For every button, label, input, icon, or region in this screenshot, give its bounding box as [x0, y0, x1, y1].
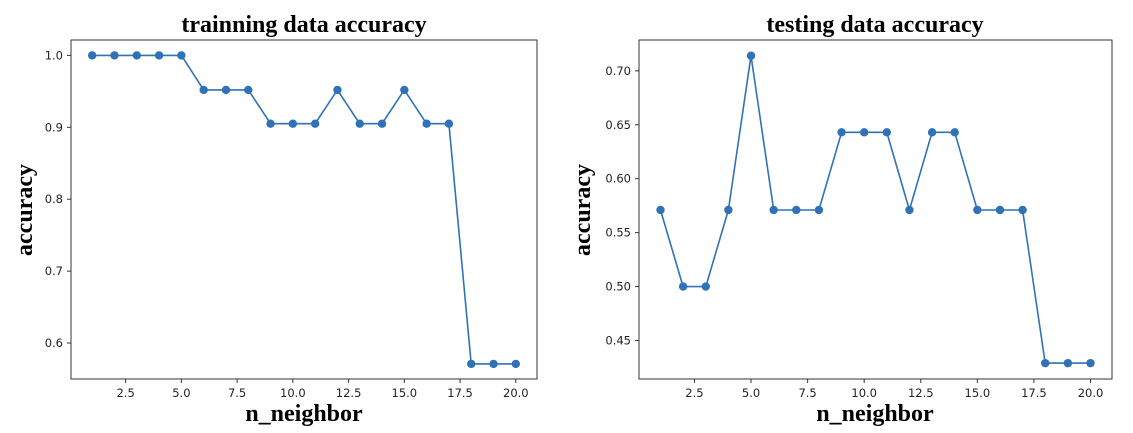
x-tick-label: 17.5: [447, 386, 473, 400]
data-point: [1041, 358, 1050, 368]
y-tick-label: 0.50: [605, 280, 631, 294]
axes-frame: [638, 39, 1113, 380]
x-tick-label: 7.5: [798, 386, 816, 400]
chart-title: testing data accuracy: [766, 12, 983, 38]
data-point: [288, 119, 298, 128]
data-point: [1086, 358, 1095, 368]
x-tick-label: 2.5: [685, 386, 703, 400]
data-point: [1018, 205, 1027, 215]
x-axis-label: n_neighbor: [816, 401, 934, 427]
y-axis-label: accuracy: [570, 164, 596, 256]
x-axis-label: n_neighbor: [245, 401, 363, 427]
training-accuracy-plot: trainning data accuracy n_neighbor accur…: [12, 12, 538, 427]
x-tick-label: 12.5: [336, 386, 362, 400]
data-point: [701, 282, 710, 291]
y-tick-label: 0.55: [605, 226, 631, 240]
series-line: [92, 54, 516, 365]
x-tick-label: 2.5: [116, 386, 134, 400]
y-tick-label: 0.60: [605, 172, 631, 186]
data-point: [995, 205, 1005, 215]
data-point: [511, 359, 521, 369]
y-tick-label: 0.70: [605, 64, 631, 78]
x-tick-label: 20.0: [503, 386, 529, 400]
y-tick-label: 0.8: [45, 192, 63, 206]
data-point: [444, 119, 454, 128]
x-tick-label: 5.0: [742, 386, 760, 400]
data-point: [1063, 358, 1073, 368]
x-tick-label: 12.5: [908, 386, 934, 400]
data-point: [927, 128, 937, 137]
data-point: [792, 205, 801, 215]
data-point: [678, 282, 688, 291]
y-tick-label: 0.9: [45, 120, 63, 134]
testing-accuracy-plot: testing data accuracy n_neighbor accurac…: [570, 12, 1113, 427]
data-point: [177, 51, 186, 60]
y-tick-label: 1.0: [45, 48, 63, 62]
data-point: [882, 128, 892, 137]
data-point: [489, 359, 498, 369]
data-point: [355, 119, 364, 128]
y-tick-label: 0.65: [605, 118, 631, 132]
x-tick-label: 20.0: [1078, 386, 1104, 400]
x-tick-label: 15.0: [392, 386, 418, 400]
y-axis-label: accuracy: [12, 164, 38, 256]
x-tick-label: 15.0: [965, 386, 991, 400]
data-point: [400, 85, 409, 95]
data-point: [87, 51, 97, 60]
data-point: [837, 128, 846, 137]
y-tick-label: 0.6: [45, 336, 63, 350]
data-point: [244, 85, 253, 95]
data-point: [199, 85, 208, 95]
y-tick-label: 0.7: [45, 264, 63, 278]
x-tick-label: 17.5: [1021, 386, 1047, 400]
data-point: [221, 85, 231, 95]
data-point: [110, 51, 119, 60]
x-tick-label: 7.5: [228, 386, 246, 400]
data-point: [950, 128, 959, 137]
data-point: [467, 359, 476, 369]
axes-frame: [70, 39, 538, 380]
y-tick-label: 0.45: [605, 333, 631, 347]
x-tick-label: 10.0: [851, 386, 877, 400]
data-point: [377, 119, 387, 128]
data-point: [746, 51, 756, 60]
data-point: [422, 119, 431, 128]
data-point: [333, 85, 342, 95]
data-point: [132, 51, 141, 60]
data-point: [973, 205, 982, 215]
data-point: [859, 128, 869, 137]
chart-title: trainning data accuracy: [181, 12, 426, 38]
x-tick-label: 10.0: [280, 386, 306, 400]
data-point: [905, 205, 914, 215]
data-point: [266, 119, 275, 128]
x-tick-label: 5.0: [172, 386, 190, 400]
data-point: [814, 205, 824, 215]
data-point: [769, 205, 778, 215]
data-point: [154, 51, 164, 60]
data-point: [724, 205, 733, 215]
data-point: [656, 205, 665, 215]
data-point: [310, 119, 320, 128]
